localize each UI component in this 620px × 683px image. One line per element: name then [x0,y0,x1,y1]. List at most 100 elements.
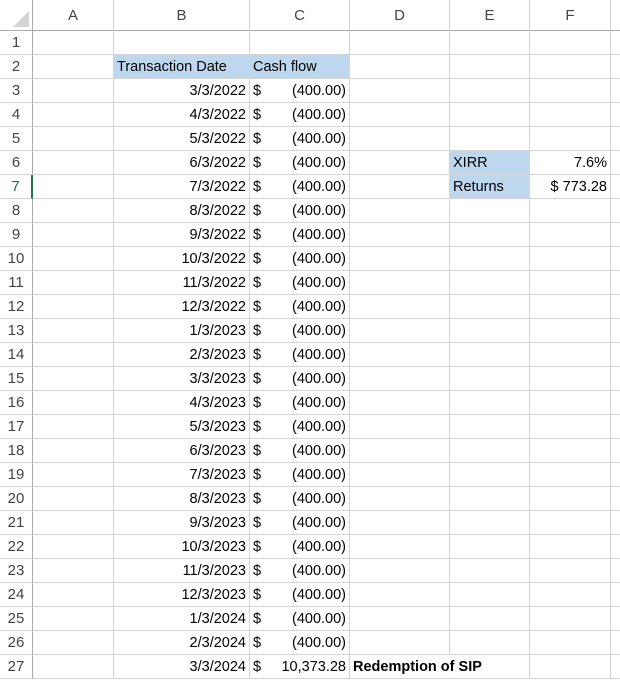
transaction-date-cell[interactable]: 5/3/2022 [114,127,250,151]
cell[interactable] [450,391,530,415]
cell[interactable] [450,199,530,223]
cash-flow-cell[interactable]: $ (400.00) [250,79,350,103]
cell[interactable] [450,631,530,655]
transaction-date-cell[interactable]: 4/3/2023 [114,391,250,415]
transaction-date-cell[interactable]: 10/3/2022 [114,247,250,271]
cell[interactable] [350,367,450,391]
cell[interactable] [611,439,620,463]
cell[interactable] [114,31,250,55]
cell[interactable] [450,583,530,607]
cell[interactable] [450,487,530,511]
cell[interactable] [350,535,450,559]
cell[interactable] [350,223,450,247]
cell[interactable] [350,511,450,535]
row-header-23[interactable]: 23 [0,559,33,583]
cell[interactable] [450,79,530,103]
cash-flow-cell[interactable]: $ (400.00) [250,151,350,175]
cell[interactable] [33,511,114,535]
cell[interactable] [33,439,114,463]
cell[interactable] [611,79,620,103]
cell[interactable] [611,199,620,223]
cell[interactable] [530,631,611,655]
transaction-date-cell[interactable]: 1/3/2024 [114,607,250,631]
column-header-c[interactable]: C [250,0,350,31]
cash-flow-cell[interactable]: $ (400.00) [250,439,350,463]
column-header-d[interactable]: D [350,0,450,31]
cash-flow-cell[interactable]: $ (400.00) [250,631,350,655]
header-transaction-date[interactable]: Transaction Date [114,55,250,79]
xirr-label[interactable]: XIRR [450,151,530,175]
cell[interactable] [350,127,450,151]
cell[interactable] [530,31,611,55]
row-header-27[interactable]: 27 [0,655,33,679]
transaction-date-cell[interactable]: 6/3/2023 [114,439,250,463]
cash-flow-cell[interactable]: $ (400.00) [250,295,350,319]
returns-value[interactable]: $ 773.28 [530,175,611,199]
cell[interactable] [450,247,530,271]
cell[interactable] [450,319,530,343]
cell[interactable] [33,343,114,367]
column-header-f[interactable]: F [530,0,611,31]
cash-flow-cell[interactable]: $ (400.00) [250,175,350,199]
cell[interactable] [33,247,114,271]
cell[interactable] [33,271,114,295]
cell[interactable] [33,175,114,199]
cell[interactable] [611,583,620,607]
transaction-date-cell[interactable]: 5/3/2023 [114,415,250,439]
cell[interactable] [530,295,611,319]
cash-flow-cell[interactable]: $ (400.00) [250,391,350,415]
transaction-date-cell[interactable]: 2/3/2023 [114,343,250,367]
cash-flow-cell[interactable]: $ (400.00) [250,223,350,247]
cell[interactable] [350,463,450,487]
cell[interactable] [450,295,530,319]
cash-flow-cell[interactable]: $ (400.00) [250,559,350,583]
cash-flow-cell[interactable]: $ (400.00) [250,607,350,631]
cell[interactable] [33,391,114,415]
cell[interactable] [530,559,611,583]
cell[interactable] [450,343,530,367]
cash-flow-cell[interactable]: $ (400.00) [250,535,350,559]
transaction-date-cell[interactable]: 4/3/2022 [114,103,250,127]
cell[interactable] [530,343,611,367]
cell[interactable] [350,439,450,463]
cell[interactable] [450,511,530,535]
cash-flow-cell[interactable]: $10,373.28 [250,655,350,679]
cell[interactable] [33,223,114,247]
cell[interactable] [450,223,530,247]
cell[interactable] [33,607,114,631]
transaction-date-cell[interactable]: 2/3/2024 [114,631,250,655]
cell[interactable] [350,271,450,295]
transaction-date-cell[interactable]: 12/3/2022 [114,295,250,319]
cell[interactable] [350,103,450,127]
cell[interactable] [350,151,450,175]
cell[interactable] [33,127,114,151]
redemption-note[interactable]: Redemption of SIP [350,655,482,679]
cell[interactable] [530,367,611,391]
row-header-15[interactable]: 15 [0,367,33,391]
transaction-date-cell[interactable]: 11/3/2022 [114,271,250,295]
select-all-corner[interactable] [0,0,33,31]
cell[interactable] [530,439,611,463]
cash-flow-cell[interactable]: $ (400.00) [250,271,350,295]
cell[interactable] [33,631,114,655]
row-header-1[interactable]: 1 [0,31,33,55]
cell[interactable] [611,103,620,127]
cash-flow-cell[interactable]: $ (400.00) [250,247,350,271]
cell[interactable] [250,31,350,55]
cash-flow-cell[interactable]: $ (400.00) [250,511,350,535]
cell[interactable] [33,655,114,679]
cell[interactable] [611,175,620,199]
row-header-19[interactable]: 19 [0,463,33,487]
cell[interactable] [350,631,450,655]
cell[interactable] [530,79,611,103]
cell[interactable] [611,559,620,583]
cell[interactable] [450,103,530,127]
row-header-25[interactable]: 25 [0,607,33,631]
row-header-26[interactable]: 26 [0,631,33,655]
cell[interactable] [611,391,620,415]
cell[interactable] [350,175,450,199]
cell[interactable] [33,31,114,55]
cell[interactable] [530,271,611,295]
row-header-17[interactable]: 17 [0,415,33,439]
cell[interactable] [611,31,620,55]
